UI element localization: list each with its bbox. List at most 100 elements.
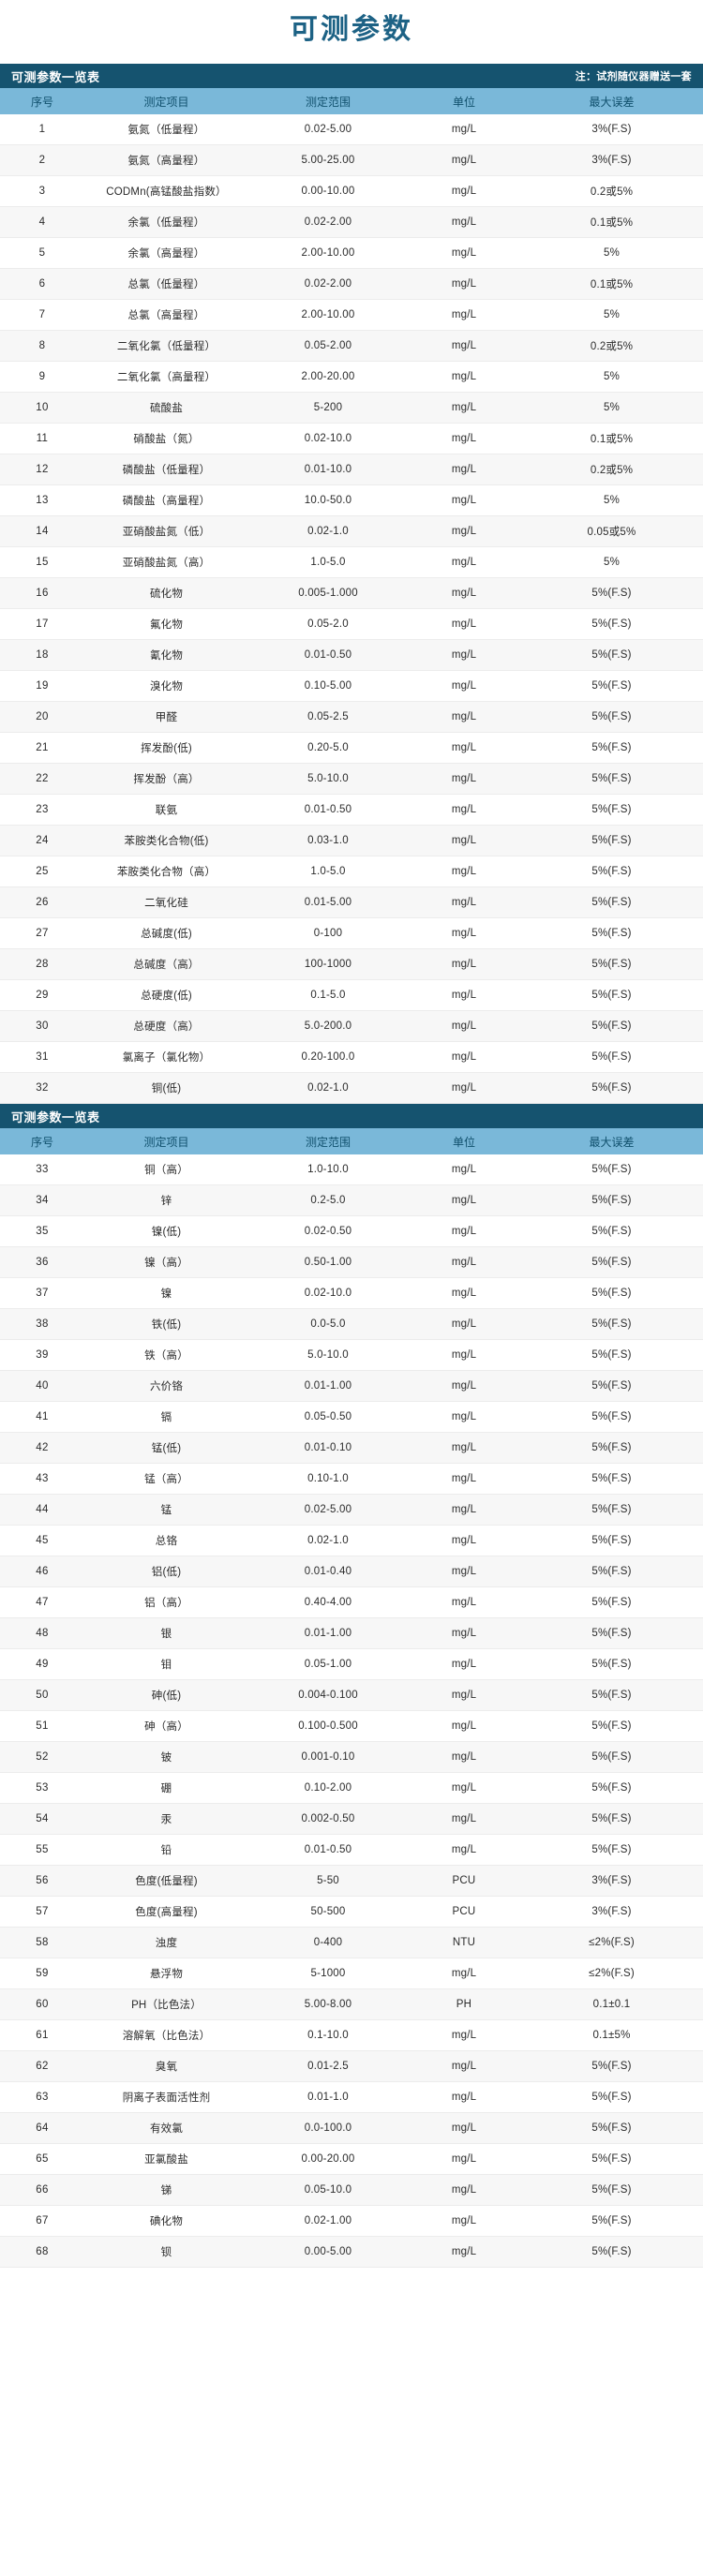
table-cell-item: 二氧化氯（高量程） [84, 361, 248, 393]
table-cell-item: 臭氧 [84, 2050, 248, 2082]
table-cell-range: 5.00-25.00 [248, 144, 408, 176]
table-row: 63 阴离子表面活性剂 0.01-1.0 mg/L 5%(F.S) [0, 2081, 703, 2113]
table-row: 3 CODMn(高锰酸盐指数） 0.00-10.00 mg/L 0.2或5% [0, 175, 703, 207]
table-row: 33 铜（高） 1.0-10.0 mg/L 5%(F.S) [0, 1154, 703, 1185]
table-row: 10 硫酸盐 5-200 mg/L 5% [0, 392, 703, 424]
table-cell-unit: mg/L [408, 948, 520, 980]
table-cell-unit: mg/L [408, 1494, 520, 1526]
table-cell-range: 5-50 [248, 1865, 408, 1897]
table-cell-unit: mg/L [408, 454, 520, 485]
table-row: 21 挥发酚(低) 0.20-5.0 mg/L 5%(F.S) [0, 732, 703, 764]
table-cell-err: 5%(F.S) [520, 2174, 703, 2206]
table-row: 26 二氧化硅 0.01-5.00 mg/L 5%(F.S) [0, 886, 703, 918]
table-cell-no: 36 [0, 1246, 84, 1278]
table-cell-err: 5%(F.S) [520, 639, 703, 671]
table-cell-no: 29 [0, 979, 84, 1011]
table-cell-no: 27 [0, 917, 84, 949]
table-cell-no: 9 [0, 361, 84, 393]
table-cell-item: 氨氮（低量程） [84, 114, 248, 145]
table-cell-no: 65 [0, 2143, 84, 2175]
table-row: 15 亚硝酸盐氮（高） 1.0-5.0 mg/L 5% [0, 546, 703, 578]
table-cell-err: 5%(F.S) [520, 732, 703, 764]
table-row: 55 铅 0.01-0.50 mg/L 5%(F.S) [0, 1834, 703, 1866]
table-cell-no: 60 [0, 1988, 84, 2020]
table-cell-no: 14 [0, 515, 84, 547]
table-cell-unit: mg/L [408, 1072, 520, 1104]
table-cell-range: 0.05-0.50 [248, 1401, 408, 1433]
table-cell-err: 5%(F.S) [520, 1246, 703, 1278]
table-cell-err: 5%(F.S) [520, 2112, 703, 2144]
table-cell-item: 铁（高） [84, 1339, 248, 1371]
table-cell-range: 0.03-1.0 [248, 825, 408, 856]
table-cell-err: 5% [520, 361, 703, 393]
table-cell-item: 锰 [84, 1494, 248, 1526]
table-cell-item: 硫酸盐 [84, 392, 248, 424]
table-cell-err: 5%(F.S) [520, 1401, 703, 1433]
table-cell-unit: mg/L [408, 144, 520, 176]
table-cell-no: 38 [0, 1308, 84, 1340]
table-cell-unit: mg/L [408, 1741, 520, 1773]
table-cell-item: 锌 [84, 1184, 248, 1216]
table-cell-unit: mg/L [408, 1277, 520, 1309]
table-row: 32 铜(低) 0.02-1.0 mg/L 5%(F.S) [0, 1072, 703, 1104]
table-cell-unit: mg/L [408, 2081, 520, 2113]
table-cell-no: 28 [0, 948, 84, 980]
table-cell-item: 总氯（高量程） [84, 299, 248, 331]
table-cell-no: 34 [0, 1184, 84, 1216]
table-cell-unit: mg/L [408, 1010, 520, 1042]
table-cell-unit: mg/L [408, 1154, 520, 1185]
table-band-title: 可测参数一览表 [11, 69, 100, 84]
table-band-title: 可测参数一览表 [11, 1109, 100, 1124]
table-cell-err: 5% [520, 546, 703, 578]
table-cell-no: 52 [0, 1741, 84, 1773]
table-row: 38 铁(低) 0.0-5.0 mg/L 5%(F.S) [0, 1308, 703, 1340]
table-cell-item: 砷（高） [84, 1710, 248, 1742]
table-row: 65 亚氯酸盐 0.00-20.00 mg/L 5%(F.S) [0, 2143, 703, 2175]
table-cell-err: 3%(F.S) [520, 1865, 703, 1897]
table-row: 11 硝酸盐（氮） 0.02-10.0 mg/L 0.1或5% [0, 423, 703, 454]
table-cell-unit: mg/L [408, 423, 520, 454]
table-cell-range: 2.00-10.00 [248, 299, 408, 331]
table-cell-range: 0.50-1.00 [248, 1246, 408, 1278]
table-cell-unit: mg/L [408, 1370, 520, 1402]
table-cell-range: 0.00-10.00 [248, 175, 408, 207]
table-cell-no: 6 [0, 268, 84, 300]
table-cell-unit: mg/L [408, 1679, 520, 1711]
table-row: 58 浊度 0-400 NTU ≤2%(F.S) [0, 1927, 703, 1958]
table-cell-item: 汞 [84, 1803, 248, 1835]
table-cell-err: 5%(F.S) [520, 1617, 703, 1649]
table-cell-no: 18 [0, 639, 84, 671]
table-cell-no: 68 [0, 2236, 84, 2268]
table-cell-item: 总氯（低量程） [84, 268, 248, 300]
table-cell-unit: mg/L [408, 979, 520, 1011]
table-cell-err: 3%(F.S) [520, 114, 703, 145]
table-cell-unit: mg/L [408, 670, 520, 702]
column-header: 测定项目 [84, 88, 248, 114]
table-cell-err: 5%(F.S) [520, 763, 703, 795]
table-cell-unit: mg/L [408, 484, 520, 516]
table-cell-err: 5%(F.S) [520, 1072, 703, 1104]
table-cell-item: 甲醛 [84, 701, 248, 733]
table-cell-item: 亚硝酸盐氮（高） [84, 546, 248, 578]
table-cell-item: 铝(低) [84, 1556, 248, 1587]
parameter-table: 序号 测定项目 测定范围 单位 最大误差 33 铜（高） 1.0-10.0 mg/L 5%(F.S… [0, 1128, 703, 2268]
table-cell-no: 16 [0, 577, 84, 609]
table-cell-range: 0.01-1.00 [248, 1617, 408, 1649]
table-cell-range: 0.02-0.50 [248, 1215, 408, 1247]
table-cell-range: 0.01-0.50 [248, 1834, 408, 1866]
table-cell-no: 66 [0, 2174, 84, 2206]
table-row: 35 镍(低) 0.02-0.50 mg/L 5%(F.S) [0, 1215, 703, 1247]
table-row: 23 联氨 0.01-0.50 mg/L 5%(F.S) [0, 794, 703, 826]
parameter-table: 序号 测定项目 测定范围 单位 最大误差 1 氨氮（低量程） 0.02-5.00 mg/L 3%(… [0, 88, 703, 1104]
table-cell-range: 0.05-2.5 [248, 701, 408, 733]
table-cell-range: 0.00-5.00 [248, 2236, 408, 2268]
table-cell-err: 0.1或5% [520, 423, 703, 454]
table-row: 13 磷酸盐（高量程） 10.0-50.0 mg/L 5% [0, 484, 703, 516]
table-row: 5 余氯（高量程） 2.00-10.00 mg/L 5% [0, 237, 703, 269]
table-cell-range: 0.01-0.40 [248, 1556, 408, 1587]
table-cell-unit: mg/L [408, 1401, 520, 1433]
table-cell-item: 银 [84, 1617, 248, 1649]
table-cell-item: 总碱度（高） [84, 948, 248, 980]
table-cell-item: 亚氯酸盐 [84, 2143, 248, 2175]
table-cell-item: 硼 [84, 1772, 248, 1804]
